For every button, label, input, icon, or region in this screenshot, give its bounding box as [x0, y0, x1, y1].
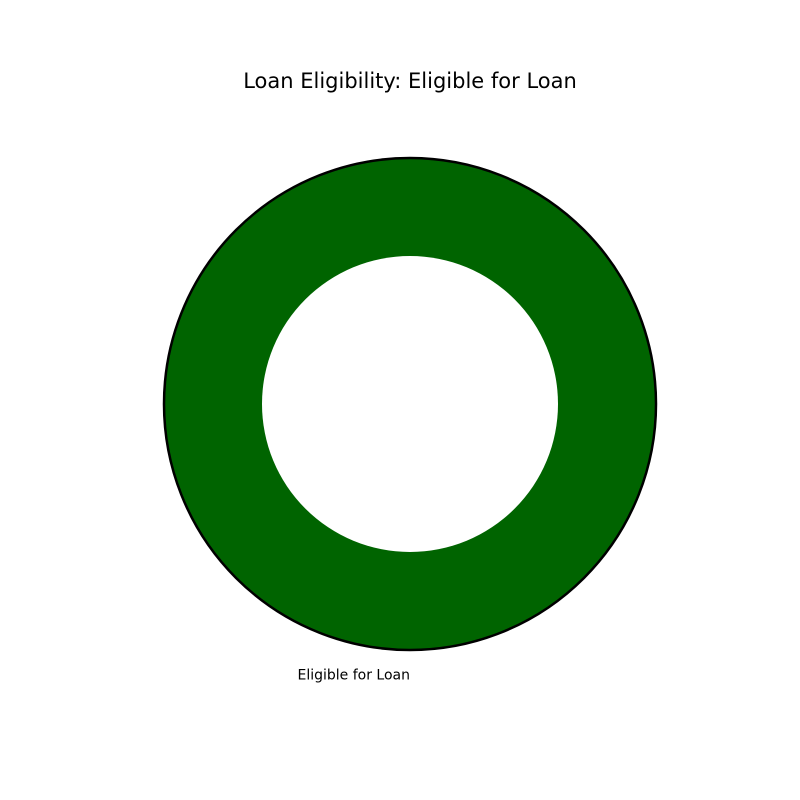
labels-layer: Eligible for Loan: [297, 668, 410, 684]
donut-outer-edge: [162, 156, 658, 652]
slice-label: Eligible for Loan: [297, 668, 410, 684]
chart-title: Loan Eligibility: Eligible for Loan: [243, 69, 577, 93]
donut-hole: [262, 256, 558, 552]
